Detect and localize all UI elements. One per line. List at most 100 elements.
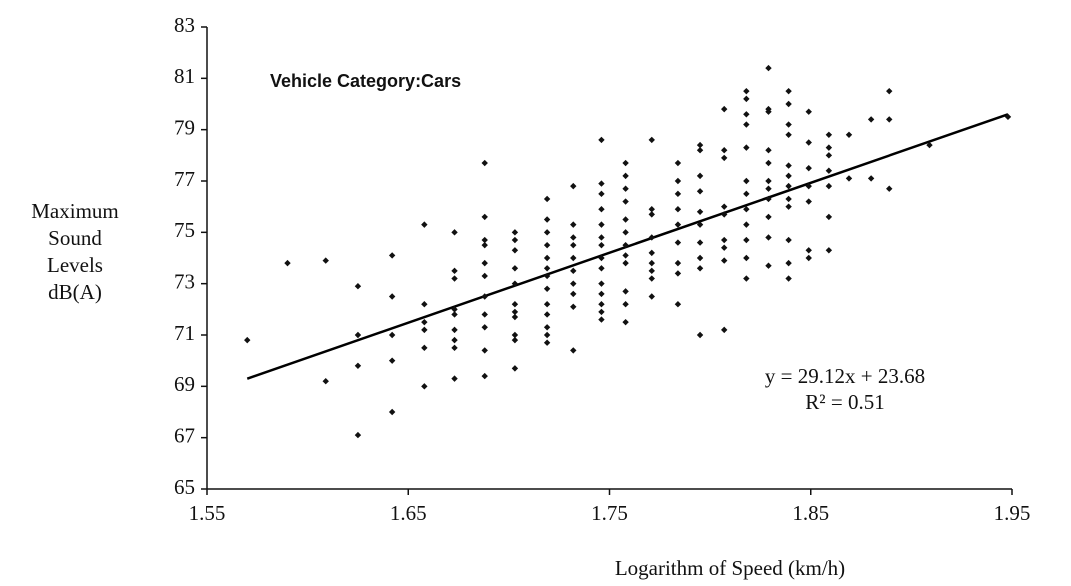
data-point [648, 249, 655, 257]
data-point [696, 188, 704, 195]
data-point [570, 182, 577, 190]
data-point [543, 339, 551, 346]
data-point [743, 144, 750, 151]
y-tick-label: 65 [174, 475, 195, 499]
data-point [721, 211, 728, 218]
data-point [743, 111, 750, 118]
data-point [622, 288, 629, 295]
data-point [598, 221, 605, 228]
data-point [598, 234, 605, 241]
data-point [825, 182, 833, 190]
data-point [765, 234, 772, 241]
data-point [388, 331, 396, 339]
data-point [648, 234, 655, 241]
data-point [721, 236, 728, 244]
data-point [785, 182, 792, 190]
data-point [598, 254, 605, 262]
data-point [622, 216, 629, 223]
data-point [743, 206, 750, 213]
data-point [805, 139, 812, 146]
data-point [867, 175, 875, 182]
data-point [481, 241, 488, 249]
x-tick-label: 1.95 [994, 501, 1031, 525]
data-point [598, 265, 605, 272]
data-point [481, 236, 488, 244]
data-point [451, 311, 458, 318]
data-point [696, 254, 704, 262]
data-point [354, 331, 362, 339]
data-point [785, 259, 792, 267]
data-point [511, 265, 519, 272]
data-point [598, 308, 605, 316]
data-point [451, 326, 458, 334]
data-point [598, 290, 605, 298]
data-point [785, 100, 792, 108]
y-tick-label: 75 [174, 218, 195, 242]
data-point [721, 154, 728, 162]
data-point [354, 362, 362, 369]
y-axis-label: Sound [48, 226, 102, 250]
data-point [511, 336, 519, 344]
data-point [1004, 113, 1012, 121]
data-point [785, 121, 792, 128]
data-point [543, 195, 551, 203]
data-point [785, 87, 792, 95]
y-axis-label: Maximum [31, 199, 119, 223]
y-tick-label: 77 [174, 167, 195, 191]
data-point [674, 206, 682, 213]
data-point [785, 195, 792, 203]
data-point [674, 177, 682, 185]
data-point [674, 301, 682, 308]
data-point [785, 131, 792, 138]
data-point [543, 229, 551, 236]
annotation: R² = 0.51 [805, 390, 884, 414]
data-point [570, 241, 577, 249]
data-point [451, 229, 458, 236]
data-point [421, 318, 428, 326]
data-point [696, 221, 704, 228]
data-point [511, 313, 519, 321]
data-point [743, 95, 750, 103]
data-point [622, 172, 629, 180]
y-tick-label: 73 [174, 269, 195, 293]
data-point [244, 336, 251, 344]
data-point [543, 216, 551, 223]
data-point [765, 195, 772, 203]
data-point [785, 236, 792, 244]
data-point [598, 180, 605, 187]
data-point [481, 293, 488, 300]
data-point [354, 283, 362, 290]
data-point [825, 144, 833, 151]
data-point [354, 431, 362, 439]
data-point [867, 116, 875, 123]
data-point [721, 147, 728, 154]
y-tick-label: 83 [174, 13, 195, 37]
data-point [696, 239, 704, 246]
data-point [674, 190, 682, 198]
data-point [511, 301, 519, 308]
data-point [543, 272, 551, 280]
data-point [845, 131, 853, 138]
data-point [825, 131, 833, 138]
data-point [622, 241, 629, 249]
data-point [543, 254, 551, 262]
data-point [674, 270, 682, 277]
y-tick-label: 67 [174, 423, 195, 447]
data-point [622, 252, 629, 259]
data-point [388, 293, 396, 300]
data-point [785, 162, 792, 169]
data-point [511, 280, 519, 287]
data-point [421, 301, 428, 308]
data-point [622, 259, 629, 267]
data-point [696, 147, 704, 154]
data-point [451, 336, 458, 344]
data-point [696, 141, 704, 149]
y-tick-label: 71 [174, 321, 195, 345]
data-point [322, 378, 329, 385]
data-point [648, 259, 655, 267]
data-point [481, 324, 488, 331]
data-point [543, 285, 551, 292]
data-point [765, 213, 772, 221]
data-point [825, 247, 833, 254]
